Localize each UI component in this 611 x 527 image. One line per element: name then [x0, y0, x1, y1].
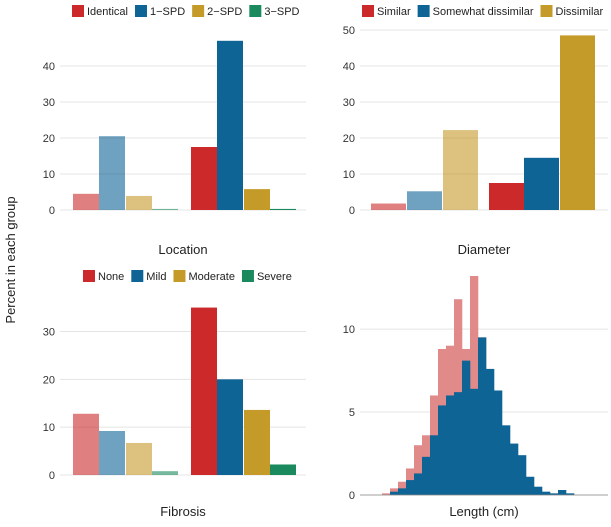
y-tick-label: 10: [43, 169, 55, 181]
y-tick-label: 40: [43, 61, 55, 73]
histogram-bar: [422, 456, 431, 495]
y-tick-label: 10: [343, 324, 355, 336]
legend-label: Mild: [146, 271, 166, 283]
legend-label: Severe: [257, 271, 292, 283]
y-tick-label: 20: [343, 133, 355, 145]
histogram-bar: [526, 476, 535, 495]
y-tick-label: 10: [43, 422, 55, 434]
x-axis-label: Length (cm): [449, 504, 518, 519]
bar: [443, 130, 478, 210]
histogram-bar: [414, 473, 423, 495]
y-tick-label: 10: [343, 169, 355, 181]
bar: [152, 208, 178, 210]
histogram-bar: [518, 455, 527, 495]
histogram-bar: [398, 488, 407, 495]
bar: [489, 183, 524, 210]
chart-panel-fibrosis: 0 10 20 30 Fibrosis None Mild Moderate Severe: [43, 270, 306, 519]
y-tick-label: 0: [349, 490, 355, 502]
histogram-bar: [446, 395, 455, 495]
histogram-bar: [406, 480, 415, 495]
y-tick-label: 0: [49, 205, 55, 217]
histogram-bar: [494, 390, 503, 495]
legend-swatch: [249, 5, 262, 17]
legend-swatch: [362, 5, 374, 17]
bar: [524, 157, 559, 210]
bar: [217, 40, 243, 210]
y-tick-label: 20: [43, 374, 55, 386]
bar: [191, 307, 217, 475]
histogram-bar: [542, 491, 551, 495]
histogram-bar: [486, 368, 495, 495]
histogram-bar: [470, 276, 479, 495]
bar: [191, 147, 217, 210]
bar: [217, 379, 243, 475]
y-tick-label: 30: [43, 97, 55, 109]
legend-label: 2−SPD: [207, 6, 242, 18]
histogram-bar: [502, 425, 511, 495]
histogram-bar: [430, 435, 439, 495]
bar: [126, 442, 152, 475]
y-tick-label: 50: [343, 25, 355, 37]
histogram-bar: [478, 337, 487, 495]
bar: [270, 464, 296, 475]
legend-swatch: [192, 5, 205, 17]
bar: [99, 136, 125, 210]
legend-label: Dissimilar: [556, 6, 604, 18]
legend-swatch: [134, 5, 147, 17]
y-tick-label: 30: [343, 97, 355, 109]
y-tick-label: 40: [343, 61, 355, 73]
bar: [73, 413, 99, 475]
bar: [126, 195, 152, 210]
bar: [73, 193, 99, 210]
bar: [560, 35, 595, 211]
y-tick-label: 0: [49, 470, 55, 482]
bar: [244, 409, 270, 475]
bar: [407, 191, 442, 210]
bar: [152, 471, 178, 475]
legend-swatch: [241, 270, 254, 282]
legend-label: 1−SPD: [150, 6, 185, 18]
legend-label: Moderate: [188, 271, 234, 283]
histogram-bar: [382, 493, 391, 495]
histogram-bar: [454, 392, 463, 495]
x-axis-label: Fibrosis: [160, 504, 206, 519]
legend-label: Somewhat dissimilar: [433, 6, 534, 18]
chart-panel-location: 0 10 20 30 40 Location Identical 1−SPD 2−SPD 3−SP…: [43, 5, 306, 257]
chart-panel-length-cm: 0 5 10 Length (cm): [343, 276, 608, 519]
legend-swatch: [540, 5, 553, 17]
histogram-bar: [390, 491, 399, 495]
histogram-bar: [534, 486, 543, 495]
y-tick-label: 5: [349, 407, 355, 419]
legend-label: Similar: [377, 6, 411, 18]
legend-label: 3−SPD: [264, 6, 299, 18]
histogram-bar: [550, 493, 559, 495]
figure-y-axis-label: Percent in each group: [3, 196, 18, 323]
legend-swatch: [72, 5, 84, 17]
bar: [371, 203, 406, 210]
chart-panel-diameter: 0 10 20 30 40 50 Diameter Similar Somewhat dissi…: [343, 5, 608, 257]
histogram-bar: [462, 360, 471, 495]
y-tick-label: 20: [43, 133, 55, 145]
legend-swatch: [173, 270, 186, 282]
histogram-bar: [470, 388, 479, 495]
bar: [244, 189, 270, 210]
legend-swatch: [131, 270, 144, 282]
x-axis-label: Diameter: [458, 242, 511, 257]
bar: [270, 208, 296, 210]
legend-swatch: [83, 270, 95, 282]
legend-swatch: [417, 5, 430, 17]
x-axis-label: Location: [158, 242, 207, 257]
histogram-bar: [510, 443, 519, 495]
y-tick-label: 0: [349, 205, 355, 217]
legend-label: None: [98, 271, 124, 283]
histogram-bar: [558, 490, 567, 495]
bar: [99, 430, 125, 475]
y-tick-label: 30: [43, 326, 55, 338]
histogram-bar: [414, 445, 423, 495]
histogram-bar: [566, 493, 575, 495]
histogram-bar: [438, 405, 447, 495]
legend-label: Identical: [87, 6, 128, 18]
chart-panels: 0 10 20 30 40 Location Identical 1−SPD 2−SPD 3−SP…: [43, 5, 608, 519]
